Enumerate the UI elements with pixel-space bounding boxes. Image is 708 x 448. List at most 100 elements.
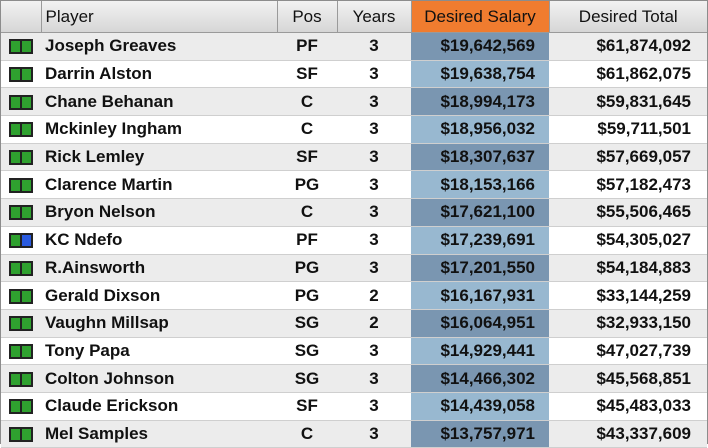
header-pos[interactable]: Pos [277, 1, 338, 33]
player-desired-salary: $18,956,032 [411, 115, 549, 144]
player-desired-total: $57,182,473 [549, 170, 707, 200]
player-desired-salary: $17,201,550 [411, 254, 549, 283]
status-cell [1, 32, 41, 61]
player-desired-total: $57,669,057 [549, 143, 707, 172]
header-player[interactable]: Player [41, 1, 278, 33]
player-desired-salary: $14,929,441 [411, 337, 549, 366]
player-years: 3 [337, 226, 411, 255]
player-pos: SG [277, 364, 337, 393]
header-desired-total[interactable]: Desired Total [549, 1, 707, 33]
player-name[interactable]: Claude Erickson [41, 392, 277, 421]
table-row[interactable]: Gerald Dixson PG 2 $16,167,931 $33,144,259 [1, 281, 707, 310]
table-row[interactable]: R.Ainsworth PG 3 $17,201,550 $54,184,883 [1, 254, 707, 283]
status-cell [1, 170, 41, 200]
player-desired-salary: $19,642,569 [411, 32, 549, 61]
player-name[interactable]: Bryon Nelson [41, 198, 277, 227]
player-pos: C [277, 198, 337, 227]
player-name[interactable]: Clarence Martin [41, 170, 277, 200]
status-cell [1, 364, 41, 393]
table-row[interactable]: Vaughn Millsap SG 2 $16,064,951 $32,933,150 [1, 309, 707, 338]
player-desired-salary: $16,064,951 [411, 309, 549, 338]
player-name[interactable]: Vaughn Millsap [41, 309, 277, 338]
green-green-flag-icon [9, 426, 33, 442]
player-name[interactable]: KC Ndefo [41, 226, 277, 255]
player-pos: PF [277, 226, 337, 255]
player-desired-salary: $14,466,302 [411, 364, 549, 393]
table-row[interactable]: Joseph Greaves PF 3 $19,642,569 $61,874,092 [1, 32, 707, 61]
player-desired-salary: $18,153,166 [411, 170, 549, 200]
status-cell [1, 143, 41, 172]
player-pos: PG [277, 281, 337, 310]
player-name[interactable]: Colton Johnson [41, 364, 277, 393]
table-row[interactable]: Clarence Martin PG 3 $18,153,166 $57,182,473 [1, 170, 707, 200]
player-years: 3 [337, 337, 411, 366]
player-name[interactable]: Rick Lemley [41, 143, 277, 172]
player-pos: SF [277, 392, 337, 421]
player-pos: SF [277, 60, 337, 89]
player-desired-salary: $17,239,691 [411, 226, 549, 255]
table-row[interactable]: Tony Papa SG 3 $14,929,441 $47,027,739 [1, 337, 707, 366]
player-years: 3 [337, 254, 411, 283]
status-cell [1, 87, 41, 117]
player-desired-total: $47,027,739 [549, 337, 707, 366]
header-years[interactable]: Years [337, 1, 412, 33]
header-desired-salary[interactable]: Desired Salary [411, 1, 550, 33]
player-years: 3 [337, 32, 411, 61]
player-years: 3 [337, 87, 411, 117]
table-row[interactable]: KC Ndefo PF 3 $17,239,691 $54,305,027 [1, 226, 707, 255]
player-years: 3 [337, 170, 411, 200]
player-pos: C [277, 420, 337, 448]
player-name[interactable]: Darrin Alston [41, 60, 277, 89]
player-desired-total: $45,568,851 [549, 364, 707, 393]
player-name[interactable]: Gerald Dixson [41, 281, 277, 310]
green-green-flag-icon [9, 399, 33, 415]
player-years: 3 [337, 364, 411, 393]
player-name[interactable]: Joseph Greaves [41, 32, 277, 61]
player-desired-total: $55,506,465 [549, 198, 707, 227]
player-pos: SG [277, 309, 337, 338]
player-years: 3 [337, 143, 411, 172]
player-desired-salary: $14,439,058 [411, 392, 549, 421]
player-name[interactable]: Chane Behanan [41, 87, 277, 117]
player-years: 3 [337, 60, 411, 89]
green-green-flag-icon [9, 177, 33, 193]
player-pos: PG [277, 254, 337, 283]
table-row[interactable]: Mckinley Ingham C 3 $18,956,032 $59,711,501 [1, 115, 707, 144]
table-row[interactable]: Rick Lemley SF 3 $18,307,637 $57,669,057 [1, 143, 707, 172]
player-name[interactable]: Mel Samples [41, 420, 277, 448]
player-name[interactable]: R.Ainsworth [41, 254, 277, 283]
player-name[interactable]: Mckinley Ingham [41, 115, 277, 144]
table-row[interactable]: Chane Behanan C 3 $18,994,173 $59,831,645 [1, 87, 707, 117]
player-desired-salary: $19,638,754 [411, 60, 549, 89]
player-years: 2 [337, 281, 411, 310]
status-cell [1, 392, 41, 421]
status-cell [1, 337, 41, 366]
table-row[interactable]: Claude Erickson SF 3 $14,439,058 $45,483,033 [1, 392, 707, 421]
player-desired-total: $59,831,645 [549, 87, 707, 117]
player-years: 3 [337, 392, 411, 421]
player-desired-total: $59,711,501 [549, 115, 707, 144]
player-name[interactable]: Tony Papa [41, 337, 277, 366]
green-green-flag-icon [9, 94, 33, 110]
player-desired-total: $61,862,075 [549, 60, 707, 89]
green-green-flag-icon [9, 205, 33, 221]
header-icon [1, 1, 42, 33]
player-desired-salary: $18,994,173 [411, 87, 549, 117]
player-pos: PG [277, 170, 337, 200]
green-green-flag-icon [9, 39, 33, 55]
table-row[interactable]: Colton Johnson SG 3 $14,466,302 $45,568,851 [1, 364, 707, 393]
table-row[interactable]: Mel Samples C 3 $13,757,971 $43,337,609 [1, 420, 707, 448]
green-green-flag-icon [9, 288, 33, 304]
status-cell [1, 226, 41, 255]
status-cell [1, 198, 41, 227]
green-green-flag-icon [9, 122, 33, 138]
player-desired-total: $54,305,027 [549, 226, 707, 255]
table-row[interactable]: Darrin Alston SF 3 $19,638,754 $61,862,075 [1, 60, 707, 89]
player-desired-total: $45,483,033 [549, 392, 707, 421]
player-desired-total: $54,184,883 [549, 254, 707, 283]
player-desired-salary: $18,307,637 [411, 143, 549, 172]
green-green-flag-icon [9, 260, 33, 276]
table-row[interactable]: Bryon Nelson C 3 $17,621,100 $55,506,465 [1, 198, 707, 227]
status-cell [1, 309, 41, 338]
